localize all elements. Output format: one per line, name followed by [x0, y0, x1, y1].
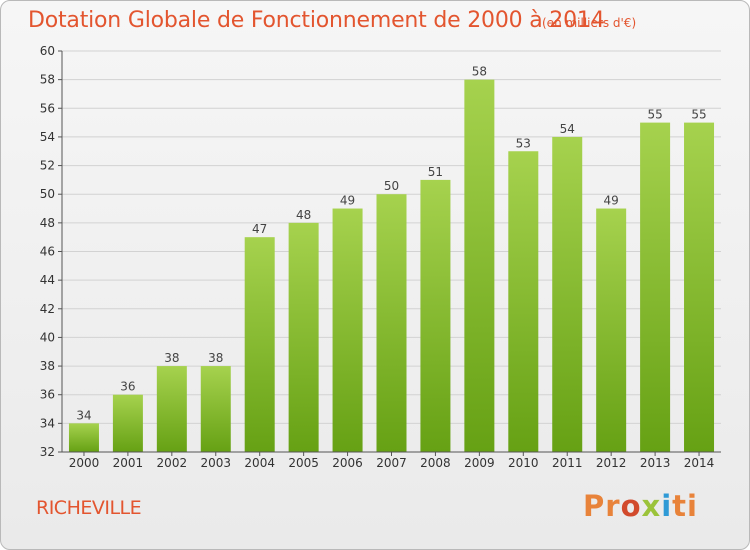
y-tick-label: 48: [40, 216, 55, 230]
bar-value-label: 47: [252, 222, 267, 236]
logo-part: i: [661, 489, 673, 523]
x-tick-label: 2006: [332, 456, 363, 470]
bar-value-label: 48: [296, 208, 311, 222]
axes: 32 34 36 38 40 42 44 46 48 50 52 54 56 58 60 2000 2001 20…: [40, 44, 721, 470]
bar: [596, 208, 627, 452]
y-tick-label: 56: [40, 101, 55, 115]
chart-unit-label: (en milliers d'€): [542, 16, 637, 30]
x-tick-label: 2002: [157, 456, 188, 470]
bar-value-label: 54: [560, 122, 575, 136]
x-tick-label: 2000: [69, 456, 100, 470]
x-tick-label: 2014: [684, 456, 715, 470]
y-tick-label: 58: [40, 73, 55, 87]
y-tick-label: 36: [40, 388, 55, 402]
y-tick-label: 44: [40, 273, 55, 287]
bar-value-label: 53: [516, 136, 531, 150]
bar: [156, 366, 187, 452]
y-tick-label: 60: [40, 44, 55, 58]
bar-value-label: 34: [76, 408, 91, 422]
bar: [332, 208, 363, 452]
y-tick-label: 38: [40, 359, 55, 373]
x-tick-label: 2013: [640, 456, 671, 470]
bar-value-label: 36: [120, 380, 135, 394]
y-tick-label: 52: [40, 159, 55, 173]
x-tick-label: 2011: [552, 456, 583, 470]
y-tick-label: 32: [40, 445, 55, 459]
x-tick-label: 2004: [244, 456, 275, 470]
bar: [640, 122, 671, 452]
bar: [112, 394, 143, 452]
y-tick-label: 40: [40, 330, 55, 344]
logo-part: Pr: [583, 489, 621, 523]
y-tick-label: 42: [40, 302, 55, 316]
logo-part: ti: [672, 489, 698, 523]
x-tick-label: 2007: [376, 456, 407, 470]
bar-value-label: 38: [164, 351, 179, 365]
bar-value-label: 50: [384, 179, 399, 193]
bar: [420, 179, 451, 452]
bar: [376, 194, 407, 452]
logo-part: o: [620, 489, 642, 523]
x-tick-label: 2009: [464, 456, 495, 470]
x-tick-label: 2005: [288, 456, 319, 470]
bar-value-label: 55: [691, 108, 706, 122]
y-tick-label: 54: [40, 130, 55, 144]
bar-value-label: 49: [340, 194, 355, 208]
y-tick-label: 46: [40, 245, 55, 259]
bar-value-label: 55: [647, 108, 662, 122]
x-tick-label: 2001: [113, 456, 144, 470]
commune-name: RICHEVILLE: [36, 497, 142, 519]
bar: [288, 222, 319, 452]
bar: [552, 136, 583, 452]
bar: [684, 122, 715, 452]
bar: [464, 79, 495, 453]
bar: [200, 366, 231, 452]
x-tick-label: 2010: [508, 456, 539, 470]
x-tick-label: 2012: [596, 456, 627, 470]
bar-value-label: 49: [604, 194, 619, 208]
y-tick-label: 50: [40, 187, 55, 201]
proxiti-logo: Proxiti: [583, 489, 698, 523]
chart-title: Dotation Globale de Fonctionnement de 20…: [28, 8, 605, 33]
bars: 34 36 38 38 47 48 49 50 51 58 53 54 49 55 55: [68, 65, 715, 453]
bar-value-label: 38: [208, 351, 223, 365]
bar: [244, 237, 275, 452]
bar-value-label: 51: [428, 165, 443, 179]
bar-value-label: 58: [472, 65, 487, 79]
x-tick-label: 2008: [420, 456, 451, 470]
bar: [508, 151, 539, 452]
bar: [68, 423, 99, 452]
y-tick-label: 34: [40, 416, 55, 430]
x-tick-label: 2003: [200, 456, 231, 470]
logo-part: x: [641, 489, 662, 523]
